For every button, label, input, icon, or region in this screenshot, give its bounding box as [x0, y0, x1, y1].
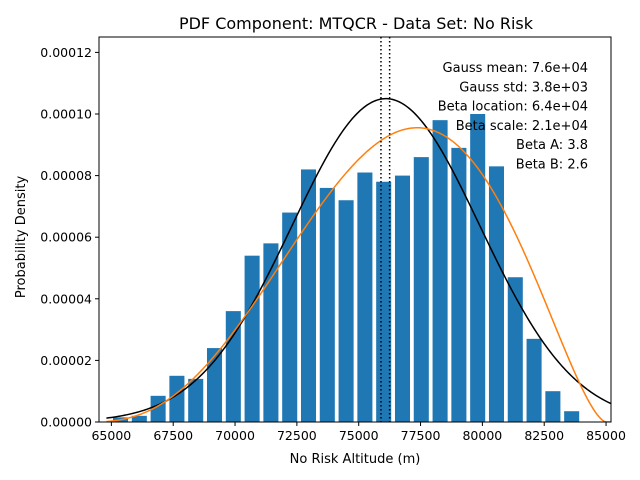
histogram-bar [451, 147, 467, 422]
fit-parameter-text: Gauss mean: 7.6e+04 [443, 61, 588, 76]
x-tick-label: 85000 [586, 428, 626, 443]
fit-parameter-text: Beta B: 2.6 [516, 158, 588, 173]
fit-parameter-text: Beta A: 3.8 [516, 138, 588, 153]
histogram-bar [376, 181, 392, 422]
curves-layer [106, 97, 611, 422]
y-tick-label: 0.00002 [40, 353, 92, 368]
histogram-bar [300, 169, 317, 422]
histogram-bar [357, 172, 373, 422]
fit-parameter-text: Beta location: 6.4e+04 [438, 100, 588, 115]
y-axis-title: Probability Density [14, 176, 29, 299]
x-tick-label: 67500 [153, 428, 193, 443]
chart-title: PDF Component: MTQCR - Data Set: No Risk [179, 14, 534, 33]
y-tick-label: 0.00010 [40, 107, 92, 122]
histogram-bar [169, 375, 185, 422]
x-tick-label: 80000 [462, 428, 502, 443]
histogram-bar [319, 187, 335, 422]
x-tick-label: 82500 [524, 428, 564, 443]
histogram-bar [545, 391, 561, 422]
x-tick-label: 77500 [401, 428, 441, 443]
histogram-bar [225, 311, 241, 422]
histogram-bar [188, 378, 204, 422]
y-tick-label: 0.00004 [40, 291, 92, 306]
beta-fit-curve [106, 127, 611, 422]
histogram-bar [131, 415, 147, 422]
y-tick-label: 0.00008 [40, 168, 92, 183]
histogram-bar [470, 114, 486, 422]
y-tick-label: 0.00000 [40, 415, 92, 430]
x-tick-label: 65000 [91, 428, 131, 443]
x-tick-label: 70000 [215, 428, 255, 443]
histogram-bar [206, 348, 223, 422]
y-tick-label: 0.00012 [40, 45, 92, 60]
histogram-bar [282, 212, 298, 422]
histogram-bar [564, 411, 580, 422]
x-tick-label: 75000 [339, 428, 379, 443]
histogram-bar [488, 166, 504, 422]
fit-parameter-text: Beta scale: 2.1e+04 [456, 119, 588, 134]
y-tick-label: 0.00006 [40, 230, 92, 245]
vlines-layer [380, 37, 391, 422]
x-axis-title: No Risk Altitude (m) [290, 452, 421, 467]
histogram-bar [338, 200, 354, 422]
histogram-bar [263, 243, 279, 422]
plot-frame [98, 36, 612, 423]
histogram-bar [394, 175, 411, 422]
y-axis: 0.00000 0.00002 0.00004 0.00006 0.00008 0.000… [40, 45, 99, 430]
histogram-bar [413, 157, 429, 422]
histogram-bar [507, 277, 523, 422]
fit-parameters: Gauss mean: 7.6e+04 Gauss std: 3.8e+03 Bet… [438, 61, 588, 173]
bars-layer [113, 114, 580, 422]
x-axis: 65000 67500 70000 72500 75000 77500 80000 82500… [91, 422, 626, 443]
gauss-fit-curve [106, 97, 611, 419]
x-tick-label: 72500 [277, 428, 317, 443]
histogram-bar [526, 338, 542, 422]
fit-parameter-text: Gauss std: 3.8e+03 [459, 80, 588, 95]
histogram-bar [432, 120, 448, 422]
histogram-bar [244, 255, 260, 422]
